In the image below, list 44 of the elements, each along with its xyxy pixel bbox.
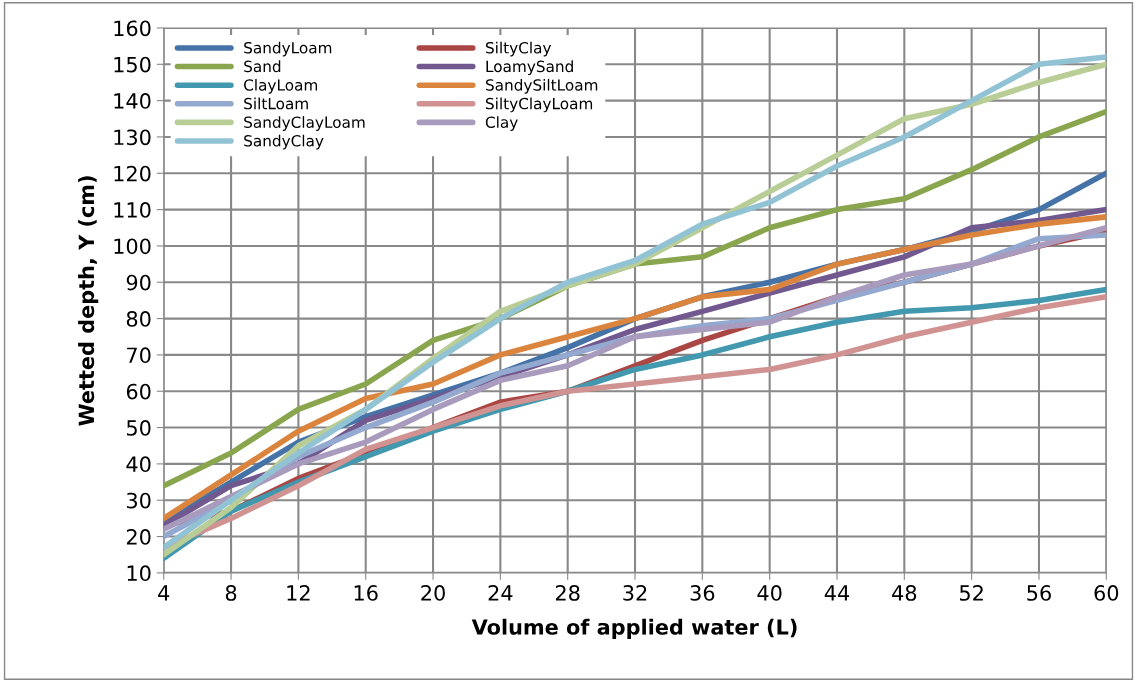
- y-tick-label: 50: [127, 420, 151, 436]
- y-tick-label: 100: [114, 238, 151, 255]
- y-tick-label: 140: [114, 93, 151, 109]
- x-tick-label: 52: [960, 585, 983, 601]
- legend-label: SandyLoam: [244, 41, 332, 57]
- y-tick-label: 160: [114, 20, 151, 37]
- x-tick-label: 44: [824, 585, 850, 601]
- x-tick-label: 8: [225, 585, 237, 601]
- legend-label: SiltyClayLoam: [485, 97, 593, 113]
- x-tick-label: 60: [1094, 585, 1119, 601]
- legend-label: LoamySand: [486, 60, 573, 76]
- x-tick-label: 24: [488, 585, 513, 601]
- x-tick-label: 48: [892, 585, 917, 601]
- legend-label: SandyClay: [244, 134, 324, 150]
- x-tick-label: 40: [757, 585, 782, 601]
- legend-label: ClayLoam: [244, 78, 318, 94]
- x-tick-label: 56: [1027, 585, 1051, 601]
- y-tick-label: 90: [126, 274, 151, 291]
- x-tick-label: 20: [421, 585, 445, 601]
- y-tick-label: 30: [127, 492, 151, 509]
- y-tick-label: 80: [126, 311, 151, 327]
- x-tick-label: 36: [690, 585, 715, 601]
- legend-label: Clay: [485, 116, 518, 131]
- x-tick-label: 16: [354, 585, 378, 601]
- legend-label: Sand: [244, 60, 281, 73]
- y-tick-label: 20: [126, 529, 151, 545]
- y-tick-label: 120: [114, 165, 151, 182]
- x-tick-label: 4: [158, 585, 170, 601]
- legend-label: SandySiltLoam: [485, 78, 598, 94]
- y-tick-label: 150: [114, 56, 151, 73]
- y-tick-label: 110: [114, 202, 151, 218]
- y-tick-label: 70: [127, 347, 151, 364]
- x-axis-title: Volume of applied water (L): [471, 618, 797, 639]
- y-tick-label: 130: [114, 129, 151, 146]
- y-tick-label: 40: [126, 456, 151, 473]
- legend-label: SiltyClay: [485, 41, 552, 57]
- y-tick-label: 10: [127, 565, 151, 582]
- y-tick-label: 60: [126, 383, 151, 400]
- y-axis-title: Wetted depth, Y (cm): [78, 176, 99, 426]
- x-tick-label: 32: [623, 585, 647, 601]
- legend-label: SiltLoam: [244, 97, 308, 110]
- x-tick-label: 28: [555, 585, 580, 601]
- legend-label: SandyClayLoam: [244, 116, 365, 131]
- x-tick-label: 12: [287, 585, 310, 601]
